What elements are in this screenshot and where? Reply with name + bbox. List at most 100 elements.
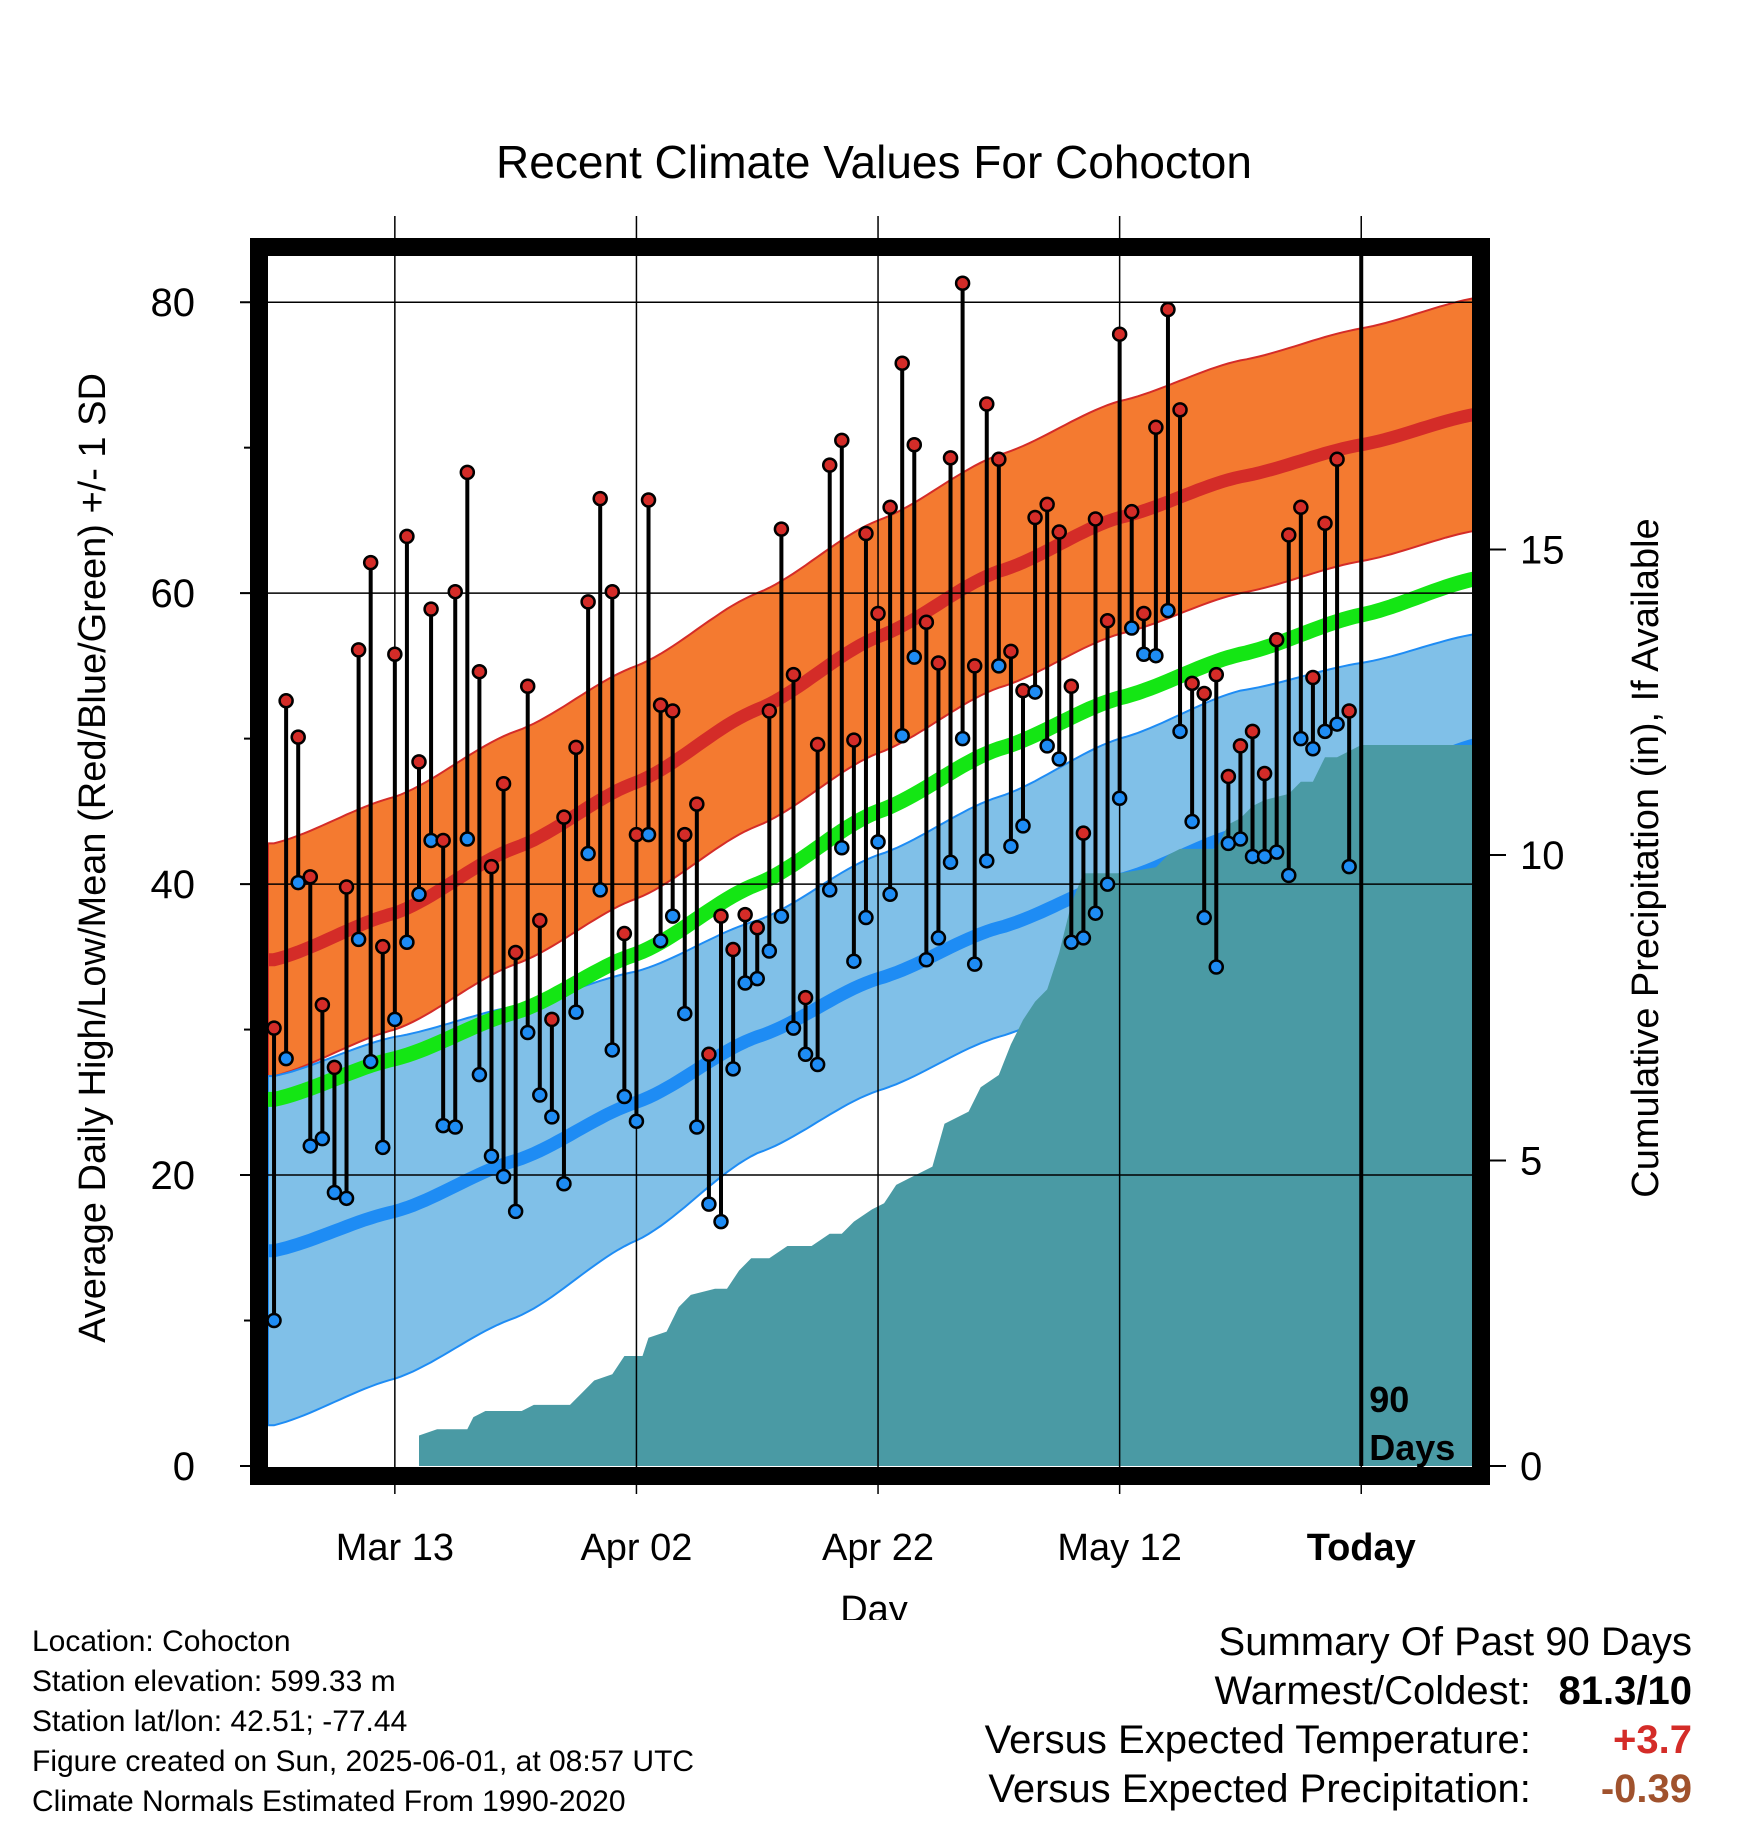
daily-low-point [278,1050,294,1067]
elevation-text: Station elevation: 599.33 m [32,1665,396,1698]
daily-low-point [447,1119,463,1135]
daily-high-point [507,944,524,961]
daily-high-point [797,989,814,1006]
daily-low-point [954,730,971,747]
station-info: Location: Cohocton Station elevation: 59… [32,1622,694,1822]
y-right-tick-label: 15 [1520,529,1565,573]
plot-frame: 90 Days [250,238,1490,1485]
daily-low-point [906,649,923,665]
warmest-value: 81.3/10 [1558,1669,1692,1713]
daily-high-point [918,614,935,630]
daily-high-point [701,1046,717,1063]
daily-low-point [1003,838,1019,855]
daily-low-point [918,951,935,968]
daily-low-point [507,1203,524,1220]
daily-high-point [979,396,995,412]
daily-high-point [1281,527,1297,543]
daily-high-point [689,796,705,812]
daily-high-point [350,642,367,658]
daily-observations [266,275,1357,1329]
created-text: Figure created on Sun, 2025-06-01, at 08… [32,1745,695,1778]
daily-low-point [495,1168,512,1185]
daily-low-point [1305,741,1321,757]
daily-low-point [1196,909,1212,926]
daily-high-point [954,275,971,292]
daily-low-point [858,909,874,926]
daily-high-point [1244,723,1261,740]
low-sd-band [268,632,1476,1427]
daily-low-point [616,1088,633,1105]
warmest-label: Warmest/Coldest: [1214,1669,1531,1713]
today-days-label: 90 [1369,1379,1409,1420]
y-left-tick-label: 20 [151,1154,196,1198]
daily-low-point [1039,738,1055,754]
daily-low-point [1208,959,1225,975]
x-tick-label: Apr 22 [822,1527,934,1569]
daily-low-point [362,1053,379,1070]
daily-low-point [1111,790,1128,807]
daily-high-point [930,655,947,671]
daily-high-point [1329,451,1345,468]
daily-low-point [1232,831,1249,847]
daily-high-point [1087,511,1104,527]
daily-low-point [387,1011,403,1028]
daily-high-point [1341,703,1357,719]
daily-high-point [677,826,693,843]
daily-low-point [399,934,415,951]
y-right-tick-label: 5 [1520,1140,1542,1184]
summary-title: Summary Of Past 90 Days [1218,1620,1692,1664]
daily-high-point [1268,631,1285,648]
daily-low-point [701,1196,717,1212]
temp-value: +3.7 [1613,1718,1692,1762]
daily-high-point [1220,768,1237,785]
daily-low-point [725,1061,741,1077]
daily-low-point [979,853,995,869]
daily-low-point [1099,876,1116,892]
daily-high-point [447,583,463,600]
daily-low-point [580,845,596,862]
daily-low-point [797,1046,814,1063]
daily-low-point [471,1066,488,1083]
daily-high-point [1051,524,1067,540]
daily-high-point [1184,675,1200,692]
daily-high-point [580,594,596,610]
daily-high-point [773,521,790,537]
daily-high-point [266,1020,282,1036]
daily-low-point [326,1184,343,1201]
daily-low-point [821,882,838,898]
daily-high-point [1196,685,1212,702]
daily-high-point [290,729,306,745]
daily-high-point [519,678,536,694]
daily-high-point [411,754,427,770]
daily-high-point [326,1059,343,1076]
daily-low-point [882,886,898,903]
x-tick-label: Today [1307,1527,1416,1569]
daily-low-point [338,1190,355,1207]
daily-low-point [302,1138,319,1154]
daily-high-point [1148,419,1164,436]
daily-low-point [568,1004,584,1020]
daily-high-point [592,490,608,507]
daily-low-point [966,956,983,972]
daily-high-point [821,457,838,473]
daily-low-point [834,839,850,856]
daily-high-point [544,1011,560,1028]
daily-high-point [471,663,488,680]
daily-high-point [387,646,403,662]
axes: 0 20 40 60 80 0 5 10 15 Mar 13 Apr 02 Apr 22 May 12 T… [151,281,1565,1569]
daily-high-point [532,912,548,929]
daily-low-point [677,1005,693,1022]
daily-high-point [785,666,802,683]
daily-low-point [930,930,947,946]
daily-low-point [290,874,306,891]
daily-low-point [991,658,1007,674]
summary-temp-row: Versus Expected Temperature: +3.7 [985,1716,1692,1765]
daily-low-point [1148,647,1164,664]
precipitation-area [274,745,1476,1466]
daily-high-point [1208,666,1225,683]
daily-high-point [1003,643,1019,660]
daily-high-point [809,736,826,753]
daily-high-point [302,869,319,885]
daily-high-point [495,775,512,792]
x-tick-label: Mar 13 [336,1527,454,1569]
